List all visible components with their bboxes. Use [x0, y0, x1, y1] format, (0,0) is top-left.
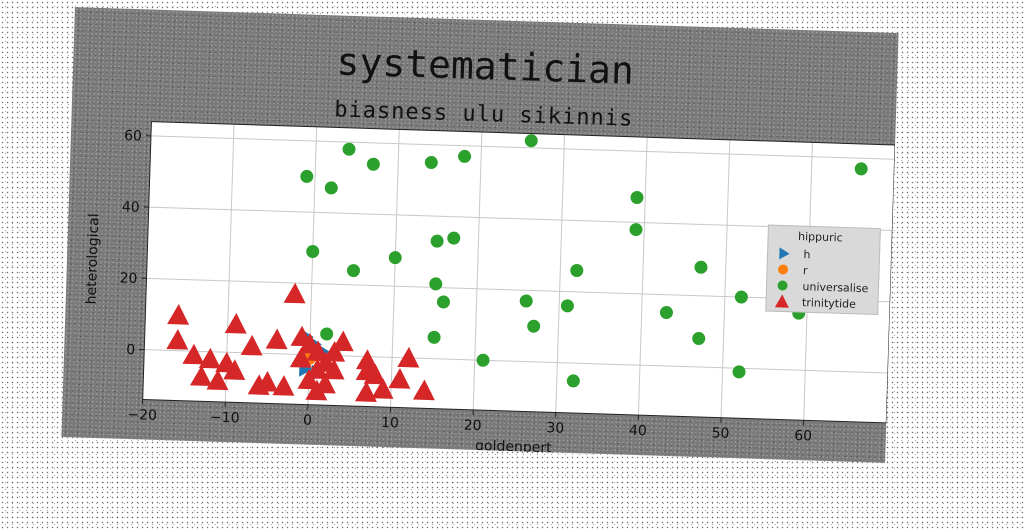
legend-label: universalise: [802, 280, 868, 295]
x-tick-label: 40: [629, 423, 647, 440]
x-axis-label: goldenpert: [475, 438, 552, 456]
x-tick-label: 30: [546, 420, 564, 437]
x-tick-label: 10: [381, 415, 399, 432]
figure-canvas: systematician biasness ulu sikinnis −20−…: [61, 7, 898, 463]
x-tick-label: 20: [464, 418, 482, 435]
y-tick-label: 40: [122, 199, 140, 216]
x-tick-label: 60: [794, 428, 812, 445]
x-tick-label: 50: [711, 425, 729, 442]
x-tick-label: 0: [303, 413, 312, 429]
legend-title: hippuric: [798, 230, 843, 244]
legend-label: h: [803, 248, 810, 261]
scatter-chart: −20 −10 0 10 20 30 40 50 60 0 20 40 60 goldenpert he…: [61, 7, 898, 463]
x-tick-label: −10: [210, 410, 240, 427]
y-axis-label: heterological: [84, 213, 103, 304]
y-tick-label: 0: [126, 342, 135, 358]
x-tick-label: −20: [127, 407, 157, 424]
legend-label: r: [803, 264, 808, 277]
legend-label: trinitytide: [802, 296, 856, 311]
y-tick-label: 60: [124, 128, 142, 145]
y-tick-label: 20: [119, 271, 137, 288]
